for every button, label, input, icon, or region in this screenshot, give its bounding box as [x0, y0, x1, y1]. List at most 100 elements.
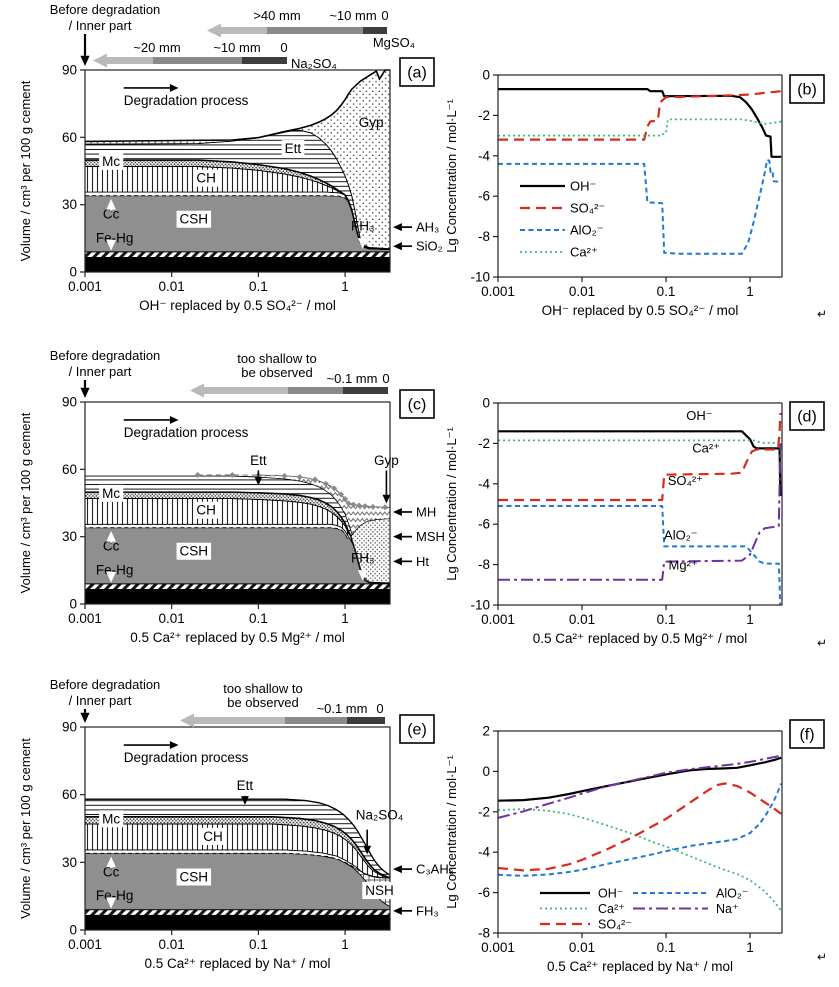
x-tick: 1 — [341, 611, 349, 626]
series-AlO₂⁻ — [497, 783, 783, 877]
legend-label-AlO₂⁻: AlO₂⁻ — [716, 887, 748, 901]
chart-f: 0.001 0.01 0.1 1 2 0 -2 -4 -6 -8 0.5 Ca²⁺ replaced… — [444, 719, 827, 974]
y-axis-title: Lg Concentration / mol·L⁻¹ — [444, 755, 459, 909]
x-tick: 0.001 — [68, 279, 102, 294]
y-tick: 90 — [62, 720, 77, 735]
arrow-head — [393, 507, 402, 516]
scalebar-segment — [343, 387, 388, 394]
x-axis-title: 0.5 Ca²⁺ replaced by 0.5 Mg²⁺ / mol — [130, 630, 345, 645]
y-tick: -6 — [478, 885, 490, 900]
right-label-MSH: MSH — [416, 529, 445, 544]
panel-tag-c: (c) — [408, 397, 427, 414]
legend-label-Ca²⁺: Ca²⁺ — [598, 902, 625, 916]
x-axis-title: OH⁻ replaced by 0.5 SO₄²⁻ / mol — [542, 303, 739, 318]
annotation-box — [176, 542, 212, 560]
header-text: Before degradation — [50, 677, 161, 692]
y-axis-title: Volume / cm³ per 100 g cement — [18, 80, 33, 261]
overlay-marker — [331, 485, 338, 492]
legend-label-OH⁻: OH⁻ — [598, 887, 623, 901]
right-label-Ht: Ht — [416, 554, 429, 569]
overlay-marker — [338, 491, 345, 498]
y-axis-title: Lg Concentration / mol·L⁻¹ — [444, 99, 459, 253]
x-axis-title: 0.5 Ca²⁺ replaced by Na⁺ / mol — [547, 959, 733, 974]
annotation-Mc: Mc — [102, 154, 120, 169]
y-tick: -4 — [478, 845, 490, 860]
annotation-box — [176, 868, 212, 886]
y-axis-title: Volume / cm³ per 100 g cement — [18, 738, 33, 919]
y-tick: 0 — [69, 923, 77, 938]
x-tick: 1 — [746, 612, 754, 627]
x-tick: 1 — [746, 940, 754, 955]
header-text: ~0.1 mm — [327, 371, 378, 386]
y-tick: -8 — [478, 557, 490, 572]
header-text: ~10 mm — [213, 40, 260, 55]
y-tick: -10 — [470, 598, 490, 613]
scalebar-segment — [153, 57, 242, 64]
series-AlO₂⁻ — [498, 158, 782, 255]
annotation-CH: CH — [203, 829, 223, 844]
y-axis-title: Lg Concentration / mol·L⁻¹ — [444, 427, 459, 581]
scalebar-segment — [285, 717, 347, 724]
annotation-box — [99, 810, 124, 828]
panel-tag-box — [399, 389, 435, 419]
y-tick: 30 — [62, 529, 77, 544]
overlay-marker — [369, 503, 376, 510]
annotation-CSH: CSH — [180, 212, 209, 227]
x-tick: 0.1 — [249, 279, 268, 294]
annotation-Degradation process: Degradation process — [124, 425, 249, 440]
arrow-head — [382, 494, 391, 504]
header-text: Before degradation — [50, 348, 161, 363]
y-tick: 0 — [482, 764, 490, 779]
annotation-Degradation process: Degradation process — [124, 750, 249, 765]
panel-e-phase-diagram: 0.001 0.01 0.1 1 0 30 60 90 0.5 Ca²⁺ replaced by… — [18, 677, 454, 971]
annotation-FH₃: FH₃ — [351, 550, 375, 565]
annotation-box — [193, 169, 219, 187]
arrow-head — [80, 712, 90, 723]
x-tick: 0.01 — [159, 279, 185, 294]
x-axis-title: 0.5 Ca²⁺ replaced by Na⁺ / mol — [144, 956, 330, 971]
y-tick: -8 — [478, 229, 490, 244]
overlay-marker — [350, 501, 357, 508]
y-tick: 2 — [482, 724, 490, 739]
legend-label-Ca²⁺: Ca²⁺ — [570, 245, 598, 260]
panel-a-phase-diagram: 0.001 0.01 0.1 1 0 30 60 90 OH⁻ replaced by 0.5 … — [18, 2, 443, 313]
right-label-AH₃: AH₃ — [416, 220, 439, 235]
annotation-box — [281, 140, 305, 158]
scalebar-segment — [221, 27, 267, 34]
y-tick: -4 — [478, 148, 490, 163]
header-text: 0 — [280, 40, 287, 55]
plot-frame — [84, 726, 391, 931]
arrow-head — [393, 242, 402, 251]
y-axis-title: Volume / cm³ per 100 g cement — [18, 412, 33, 593]
arrow-head — [80, 55, 90, 66]
return-mark: ↵ — [817, 307, 827, 321]
header-text: Before degradation — [50, 2, 161, 17]
annotation-box — [200, 827, 226, 845]
y-tick: 90 — [62, 395, 77, 410]
arrow-head — [169, 84, 179, 92]
annotation-Unreacted clinker: Unreacted clinker — [197, 256, 303, 271]
legend-label-SO₄²⁻: SO₄²⁻ — [570, 201, 605, 216]
panel-tag-b: (b) — [797, 82, 817, 99]
series-SO₄²⁻ — [497, 782, 782, 872]
y-tick: -10 — [470, 270, 490, 285]
annotation-Fe-Hg: Fe-Hg — [96, 888, 134, 903]
annotation-box — [99, 152, 124, 170]
header-text: / Inner part — [69, 18, 132, 33]
overlay-marker — [229, 471, 236, 478]
scalebar-arrowhead — [207, 23, 221, 38]
x-tick: 0.001 — [481, 940, 515, 955]
y-tick: 60 — [62, 787, 77, 802]
panel-tag-box — [399, 714, 435, 744]
x-tick: 0.1 — [249, 937, 268, 952]
arrow-head — [106, 239, 116, 251]
x-tick: 1 — [746, 284, 754, 299]
annotation-Ett: Ett — [250, 453, 267, 468]
y-tick: 30 — [62, 855, 77, 870]
overlay-marker — [296, 473, 303, 480]
header-text: too shallow to — [237, 351, 317, 366]
x-tick: 0.1 — [657, 284, 676, 299]
legend-label-SO₄²⁻: SO₄²⁻ — [598, 918, 632, 932]
series-Ca²⁺ — [498, 435, 782, 444]
y-tick: -4 — [478, 476, 490, 491]
